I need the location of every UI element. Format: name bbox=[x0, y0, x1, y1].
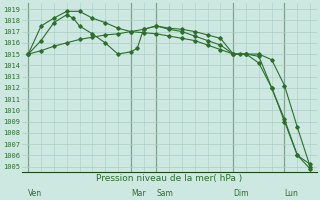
Text: Dim: Dim bbox=[233, 189, 249, 198]
X-axis label: Pression niveau de la mer( hPa ): Pression niveau de la mer( hPa ) bbox=[96, 174, 242, 183]
Text: Sam: Sam bbox=[156, 189, 173, 198]
Text: Lun: Lun bbox=[284, 189, 298, 198]
Text: Ven: Ven bbox=[28, 189, 42, 198]
Text: Mar: Mar bbox=[131, 189, 145, 198]
